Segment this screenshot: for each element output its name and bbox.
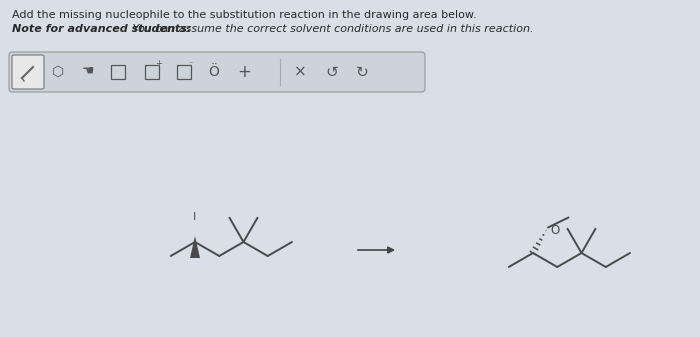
Text: ⬡: ⬡ bbox=[52, 65, 64, 79]
Bar bbox=[177, 65, 191, 79]
FancyBboxPatch shape bbox=[12, 55, 44, 89]
Text: You can assume the correct solvent conditions are used in this reaction.: You can assume the correct solvent condi… bbox=[130, 24, 534, 34]
Bar bbox=[145, 65, 159, 79]
Polygon shape bbox=[190, 236, 200, 258]
Text: Add the missing nucleophile to the substitution reaction in the drawing area bel: Add the missing nucleophile to the subst… bbox=[12, 10, 477, 20]
Text: +: + bbox=[155, 60, 162, 68]
Text: ↻: ↻ bbox=[356, 64, 368, 80]
Text: ×: × bbox=[293, 64, 307, 80]
Text: ↺: ↺ bbox=[326, 64, 338, 80]
Text: I: I bbox=[193, 212, 197, 222]
Text: +: + bbox=[237, 63, 251, 81]
Text: Ö: Ö bbox=[209, 65, 219, 79]
Bar bbox=[111, 65, 125, 79]
Text: ⁻: ⁻ bbox=[189, 60, 193, 68]
Text: O: O bbox=[550, 224, 559, 237]
Text: ☚: ☚ bbox=[82, 65, 94, 79]
Text: Note for advanced students:: Note for advanced students: bbox=[12, 24, 191, 34]
FancyBboxPatch shape bbox=[9, 52, 425, 92]
